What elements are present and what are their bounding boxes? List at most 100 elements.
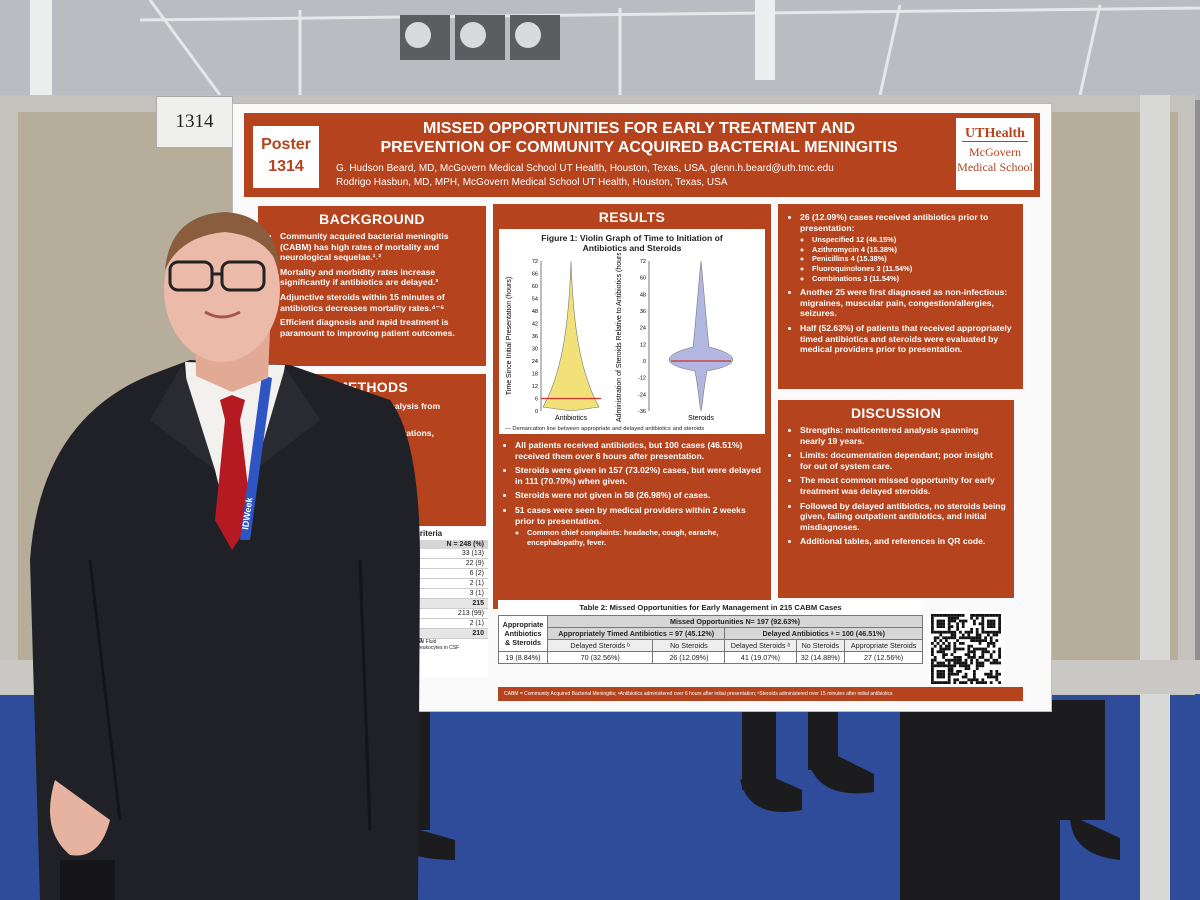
sub-bullet: Azithromycin 4 (15.38%) bbox=[812, 245, 1015, 255]
poster: Poster 1314 MISSED OPPORTUNITIES FOR EARLY… bbox=[232, 103, 1052, 712]
criteria-note: al Spinal Fluid bbox=[405, 639, 437, 645]
table-header: Missed Opportunities N= 197 (92.63%) bbox=[547, 615, 923, 628]
criteria-note: d ≥10 leukocytes in CSF bbox=[405, 645, 460, 651]
badge-line: 1314 bbox=[268, 158, 304, 175]
sub-bullet: Fluoroquinolones 3 (11.54%) bbox=[812, 264, 1015, 274]
violin bbox=[669, 260, 733, 412]
discussion-section: DISCUSSION Strengths: multicentered analy… bbox=[778, 400, 1014, 598]
table-header: Appropriately Timed Antibiotics = 97 (45… bbox=[546, 627, 726, 640]
criteria-value: 33 (13) bbox=[403, 549, 488, 559]
title-line: PREVENTION OF COMMUNITY ACQUIRED BACTERI… bbox=[380, 139, 898, 156]
bullet-item: Efficient diagnosis and rapid treatment … bbox=[280, 317, 478, 338]
sub-bullet: Common chief complaints: headache, cough… bbox=[527, 528, 763, 547]
tick-label: -36 bbox=[638, 409, 646, 415]
bullet-item: All patients received antibiotics, but 1… bbox=[515, 440, 763, 461]
logo-line: McGovern bbox=[969, 145, 1021, 159]
title-line: MISSED OPPORTUNITIES FOR EARLY TREATMENT… bbox=[422, 120, 856, 137]
sub-bullet: Combinations 3 (11.54%) bbox=[812, 274, 1015, 284]
table-cell: 27 (12.56%) bbox=[844, 651, 923, 664]
table2: Table 2: Missed Opportunities for Early … bbox=[498, 600, 923, 664]
tick-label: 30 bbox=[532, 347, 538, 353]
criteria-value: 6 (2) bbox=[403, 569, 488, 579]
badge-line: Poster bbox=[261, 136, 311, 153]
criteria-value: 22 (9) bbox=[403, 559, 488, 569]
tick-label: -24 bbox=[638, 392, 646, 398]
table-row: Appropriate Antibiotics & Steroids Missed… bbox=[498, 615, 923, 652]
methods-line: elayed. bbox=[358, 482, 388, 492]
methods-line: to admission. bbox=[358, 455, 414, 465]
figure-caption: — Demarcation line between appropriate a… bbox=[505, 426, 705, 432]
methods-line: ry 2023. bbox=[358, 414, 391, 425]
bullet-list: 26 (12.09%) cases received antibiotics p… bbox=[786, 212, 1015, 355]
methods-line: iven >6 hours bbox=[358, 468, 414, 479]
tick-label: 6 bbox=[535, 397, 538, 403]
sub-bullet: Penicillins 4 (15.38%) bbox=[812, 254, 1015, 264]
tick-label: 66 bbox=[532, 272, 538, 278]
results-right-section: 26 (12.09%) cases received antibiotics p… bbox=[778, 204, 1023, 389]
violin-figure: 0 6 12 18 24 30 36 42 48 54 60 66 72 Time Since Initi… bbox=[506, 253, 733, 422]
bullet-item: Steroids were given in 157 (73.02%) case… bbox=[515, 465, 763, 486]
section-heading: BACKGROUND bbox=[319, 211, 425, 227]
bullet-item: Another 25 were first diagnosed as non-i… bbox=[800, 287, 1015, 319]
criteria-value: 215 bbox=[403, 599, 488, 609]
tick-label: 0 bbox=[643, 359, 646, 365]
sub-list: Common chief complaints: headache, cough… bbox=[515, 528, 763, 547]
tick-label: 0 bbox=[535, 409, 538, 415]
tick-label: 36 bbox=[532, 334, 538, 340]
tick-label: 72 bbox=[640, 259, 646, 265]
table-row: Appropriately Timed Antibiotics = 97 (45… bbox=[499, 627, 923, 640]
bullet-item: 51 cases were seen by medical providers … bbox=[515, 505, 763, 547]
bullet-item: Community acquired bacterial meningitis … bbox=[280, 231, 478, 263]
table-subheader: Delayed Steroids ᵇ bbox=[546, 639, 654, 652]
criteria-value: 213 (99) bbox=[403, 609, 488, 619]
criteria-value: 3 (1) bbox=[403, 589, 488, 599]
criteria-value: 2 (1) bbox=[403, 579, 488, 589]
bullet-item: Half (52.63%) of patients that received … bbox=[800, 323, 1015, 355]
criteria-value: 2 (1) bbox=[403, 619, 488, 629]
bullet-item: Mortality and morbidity rates increase s… bbox=[280, 267, 478, 288]
tick-label: 42 bbox=[532, 322, 538, 328]
author-line: Rodrigo Hasbun, MD, MPH, McGovern Medica… bbox=[336, 177, 728, 188]
criteria-value: 210 bbox=[403, 629, 488, 639]
table-subheader: Delayed Steroids ᵇ bbox=[724, 639, 797, 652]
violin bbox=[542, 260, 600, 412]
table-title: Table 2: Missed Opportunities for Early … bbox=[579, 603, 842, 612]
criteria-row-label: riteria bbox=[405, 637, 423, 644]
bullet-item: Adjunctive steroids within 15 minutes of… bbox=[280, 292, 478, 313]
tick-label: 48 bbox=[640, 292, 646, 298]
table-cell: 41 (19.07%) bbox=[724, 651, 797, 664]
bullet-item: 26 (12.09%) cases received antibiotics p… bbox=[800, 212, 1015, 283]
methods-line: tes after bbox=[358, 495, 392, 506]
group-label: Antibiotics bbox=[555, 415, 587, 422]
poster-header: Poster 1314 MISSED OPPORTUNITIES FOR EARLY… bbox=[244, 113, 1040, 197]
sub-list: Unspecified 12 (46.15%)Azithromycin 4 (1… bbox=[800, 235, 1015, 283]
criteria-column: N = 248 (%) bbox=[403, 540, 488, 549]
methods-line: itial presentations, bbox=[358, 428, 434, 438]
methods-line: ective analysis from bbox=[358, 401, 441, 411]
methods-line: aluated by a bbox=[358, 441, 408, 452]
figure: Figure 1: Violin Graph of Time to Initia… bbox=[499, 229, 765, 434]
table-cell: 26 (12.09%) bbox=[652, 651, 726, 664]
section-heading: METHODS bbox=[335, 379, 409, 395]
bullet-item: Steroids were not given in 58 (26.98%) o… bbox=[515, 490, 763, 501]
data-table: Appropriate Antibiotics & Steroids Missed… bbox=[498, 615, 923, 664]
author-line: G. Hudson Beard, MD, McGovern Medical Sc… bbox=[336, 163, 834, 174]
table-row: Delayed Steroids ᵇ No Steroids Delayed Ste… bbox=[499, 639, 923, 652]
bullet-item: Additional tables, and references in QR … bbox=[800, 536, 1006, 547]
board-number: 1314 bbox=[156, 96, 233, 148]
bullet-list: Community acquired bacterial meningitis … bbox=[266, 231, 478, 338]
background-section: BACKGROUND Community acquired bacterial m… bbox=[258, 206, 486, 366]
bullet-item: Strengths: multicentered analysis spanni… bbox=[800, 425, 1006, 446]
sub-bullet: Unspecified 12 (46.15%) bbox=[812, 235, 1015, 245]
tick-label: -12 bbox=[638, 376, 646, 382]
tick-label: 72 bbox=[532, 259, 538, 265]
tick-label: 12 bbox=[640, 342, 646, 348]
group-label: Steroids bbox=[688, 415, 714, 422]
logo-line: Medical School bbox=[957, 160, 1033, 174]
criteria-table: n Criteria N = 248 (%) 33 (13) 22 (9) 6 (2) 2… bbox=[403, 527, 488, 677]
tick-label: 24 bbox=[532, 359, 538, 365]
tick-label: 60 bbox=[640, 276, 646, 282]
table-subheader: No Steroids bbox=[795, 639, 846, 652]
footnote: CABM = Community Acquired Bacterial Meni… bbox=[498, 687, 1023, 701]
